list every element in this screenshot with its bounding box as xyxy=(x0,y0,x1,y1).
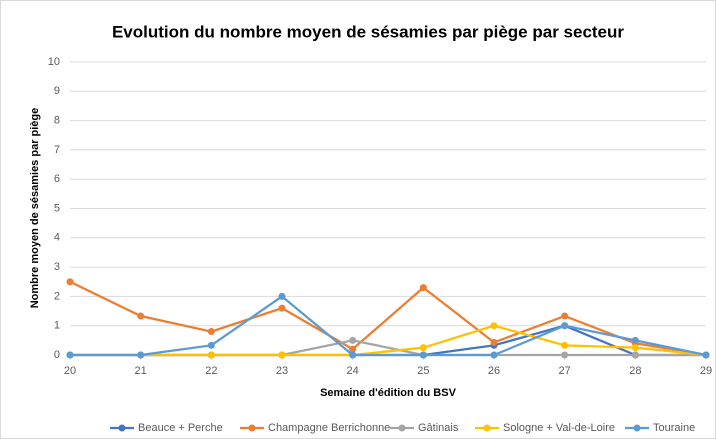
y-tick-label: 8 xyxy=(54,115,60,127)
point xyxy=(702,351,710,359)
y-tick-label: 0 xyxy=(54,349,60,361)
point xyxy=(631,351,639,359)
point xyxy=(631,344,639,352)
legend-label: Champagne Berrichonne xyxy=(268,422,390,434)
y-tick-label: 7 xyxy=(54,144,60,156)
legend-marker xyxy=(633,424,641,432)
x-tick-label: 22 xyxy=(205,365,217,377)
x-tick-label: 25 xyxy=(417,365,429,377)
legend-marker xyxy=(248,424,256,432)
series-line xyxy=(69,280,707,357)
x-tick-label: 29 xyxy=(700,365,712,377)
point xyxy=(561,351,569,359)
point xyxy=(207,328,215,336)
x-tick-label: 20 xyxy=(64,365,76,377)
y-tick-label: 5 xyxy=(54,202,60,214)
point xyxy=(349,336,357,344)
point xyxy=(419,351,427,359)
point xyxy=(490,351,498,359)
y-tick-label: 4 xyxy=(54,232,60,244)
point xyxy=(278,304,286,312)
point xyxy=(561,322,569,330)
point xyxy=(66,351,74,359)
point xyxy=(490,338,498,346)
point xyxy=(278,292,286,300)
point xyxy=(207,351,215,359)
series-line xyxy=(70,324,707,357)
point xyxy=(561,312,569,320)
y-tick-label: 3 xyxy=(54,261,60,273)
legend-marker xyxy=(398,424,406,432)
point xyxy=(631,336,639,344)
y-tick-label: 9 xyxy=(54,85,60,97)
legend-label: Beauce + Perche xyxy=(138,422,223,434)
legend-marker xyxy=(118,424,126,432)
x-tick-label: 28 xyxy=(629,365,641,377)
point xyxy=(278,351,286,359)
point xyxy=(207,341,215,349)
legend-label: Gâtinais xyxy=(418,422,459,434)
point xyxy=(349,345,357,353)
x-tick-label: 26 xyxy=(488,365,500,377)
y-tick-label: 1 xyxy=(54,320,60,332)
legend-label: Sologne + Val-de-Loire xyxy=(503,422,615,434)
x-tick-label: 24 xyxy=(347,365,359,377)
y-tick-label: 6 xyxy=(54,173,60,185)
point xyxy=(419,284,427,292)
point xyxy=(137,312,145,320)
point xyxy=(66,278,74,286)
point xyxy=(490,322,498,330)
x-axis-label: Semaine d'édition du BSV xyxy=(320,387,457,399)
x-tick-label: 21 xyxy=(135,365,147,377)
x-tick-label: 23 xyxy=(276,365,288,377)
legend-label: Touraine xyxy=(653,422,695,434)
point xyxy=(419,344,427,352)
point xyxy=(349,351,357,359)
y-tick-label: 2 xyxy=(54,290,60,302)
series-line xyxy=(70,294,707,357)
point xyxy=(137,351,145,359)
y-tick-label: 10 xyxy=(48,56,60,68)
legend-marker xyxy=(483,424,491,432)
y-axis-label: Nombre moyen de sésamies par piège xyxy=(29,108,41,309)
chart-title: Evolution du nombre moyen de sésamies pa… xyxy=(112,22,624,41)
x-tick-label: 27 xyxy=(559,365,571,377)
point xyxy=(561,341,569,349)
